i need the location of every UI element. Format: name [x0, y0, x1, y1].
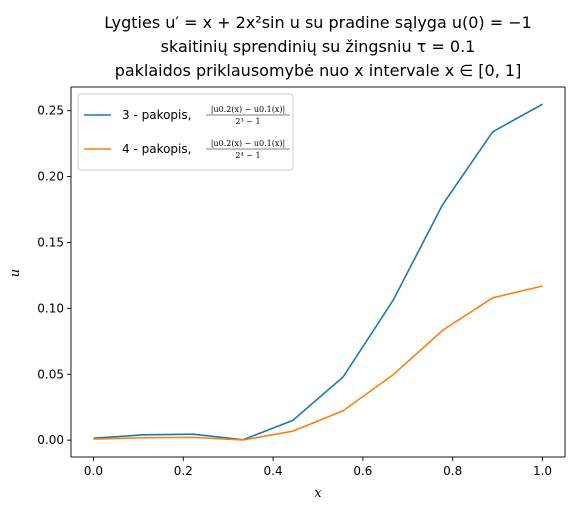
title-line-1: Lygties u′ = x + 2x²sin u su pradine sąl…: [104, 13, 532, 32]
y-tick-label: 0.00: [37, 433, 64, 447]
y-tick-label: 0.20: [37, 170, 64, 184]
legend-frac-den-1: 2³ − 1: [235, 117, 260, 126]
legend: 3 - pakopis, |u0.2(x) − u0.1(x)| 2³ − 1 4 -…: [77, 93, 294, 171]
ticks-layer: 0.0 0.2 0.4 0.6 0.8 1.0 0.00 0.05 0.10 0.15 0.20 0.…: [37, 104, 552, 478]
series-layer: [93, 103, 543, 441]
x-tick-label: 1.0: [533, 464, 552, 478]
title-line-2: skaitinių sprendinių su žingsniu τ = 0.1: [161, 37, 476, 56]
legend-label-1: 3 - pakopis,: [122, 108, 191, 122]
series-line-1: [93, 103, 543, 441]
y-tick-label: 0.10: [37, 301, 64, 315]
y-tick-label: 0.15: [37, 235, 64, 249]
legend-frac-num-2: |u0.2(x) − u0.1(x)|: [211, 139, 285, 148]
title-line-3: paklaidos priklausomybė nuo x intervale …: [115, 61, 522, 80]
x-axis-label: x: [314, 486, 322, 501]
legend-label-2: 4 - pakopis,: [122, 142, 191, 156]
x-tick-label: 0.2: [174, 464, 193, 478]
y-tick-label: 0.05: [37, 367, 64, 381]
series-line-2: [93, 285, 543, 441]
legend-frame: [77, 93, 294, 171]
legend-frac-num-1: |u0.2(x) − u0.1(x)|: [211, 105, 285, 114]
x-tick-label: 0.0: [84, 464, 103, 478]
chart-title: Lygties u′ = x + 2x²sin u su pradine sąl…: [104, 13, 532, 80]
y-tick-label: 0.25: [37, 104, 64, 118]
x-tick-label: 0.4: [264, 464, 283, 478]
legend-frac-den-2: 2⁴ − 1: [235, 151, 260, 160]
x-tick-label: 0.6: [353, 464, 372, 478]
y-axis-label: u: [8, 269, 23, 277]
x-tick-label: 0.8: [443, 464, 462, 478]
